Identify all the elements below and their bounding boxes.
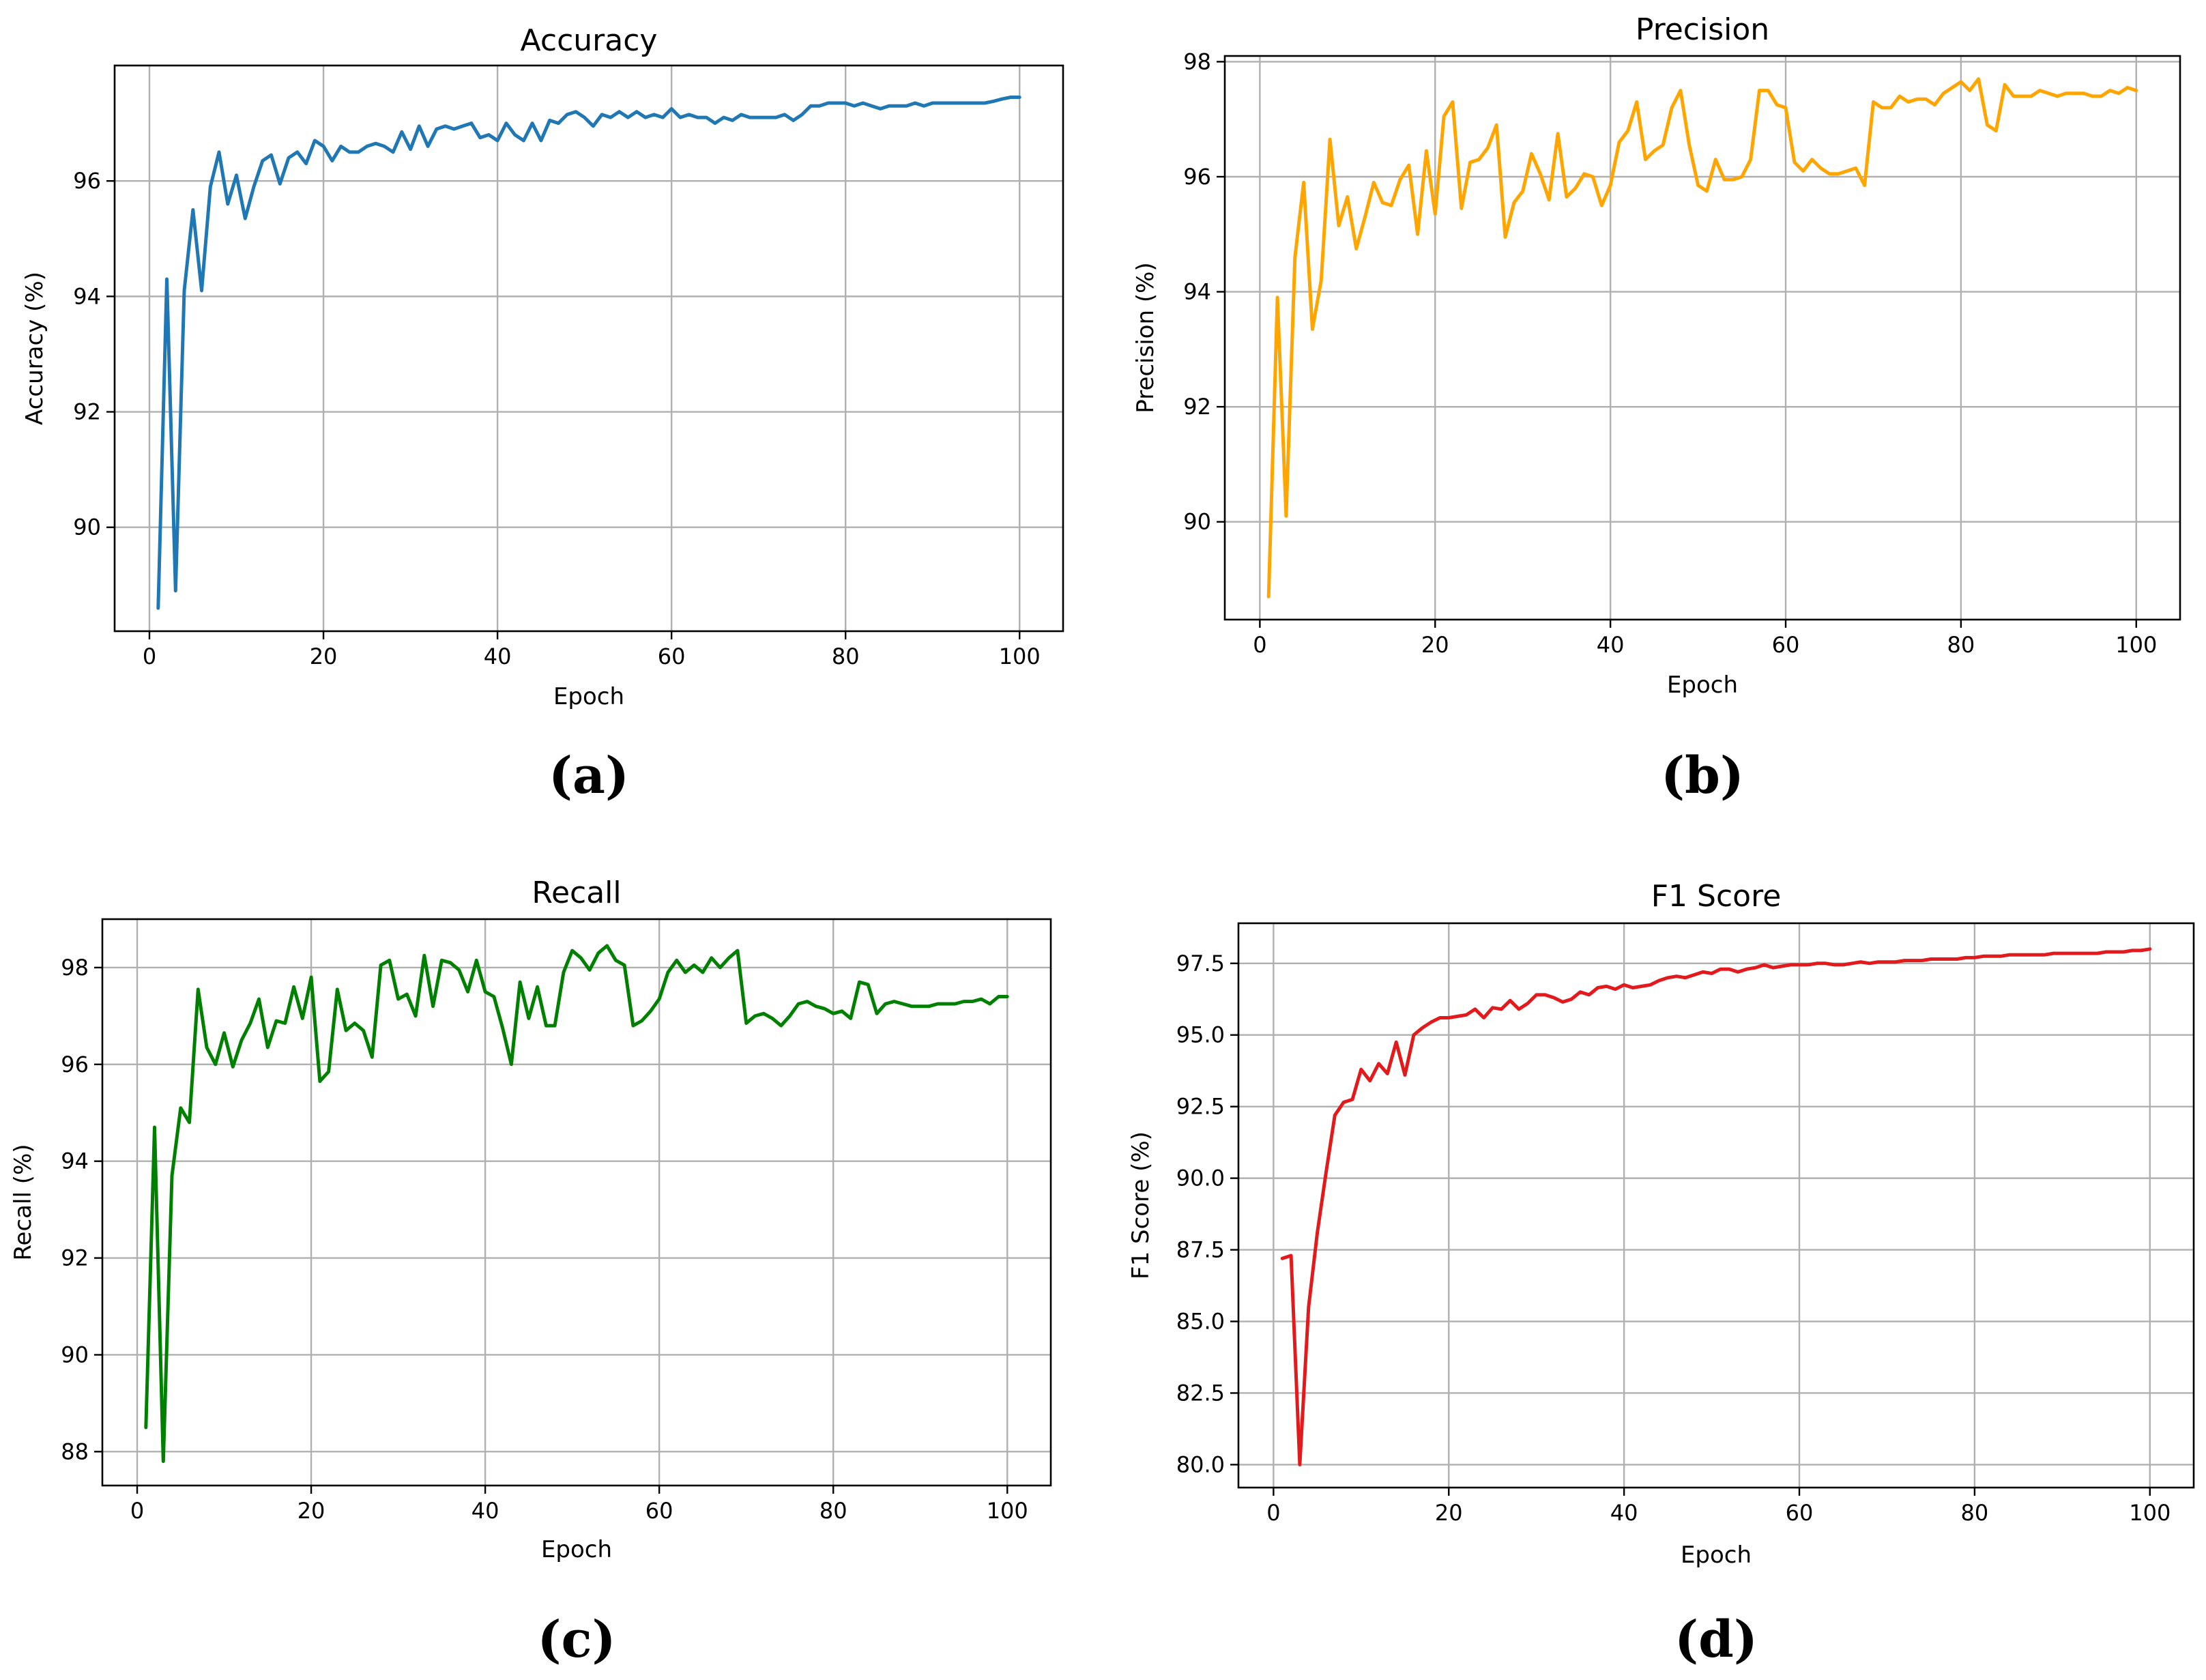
panel-caption: (c)	[537, 1610, 615, 1669]
x-tick-label: 80	[1947, 632, 1975, 658]
x-tick-label: 0	[1253, 632, 1266, 658]
x-tick-label: 20	[1435, 1500, 1463, 1526]
panel-caption: (b)	[1661, 747, 1744, 805]
x-tick-label: 0	[143, 643, 156, 669]
y-tick-label: 96	[73, 168, 101, 194]
y-tick-label: 98	[1183, 48, 1211, 74]
x-tick-label: 100	[2115, 632, 2157, 658]
x-tick-label: 40	[484, 643, 512, 669]
y-tick-label: 95.0	[1176, 1022, 1225, 1048]
y-tick-label: 92	[1183, 394, 1211, 420]
x-tick-label: 100	[987, 1498, 1028, 1524]
y-tick-label: 92	[73, 399, 101, 425]
x-tick-label: 100	[2129, 1500, 2171, 1526]
x-tick-label: 20	[1421, 632, 1449, 658]
x-tick-label: 60	[1772, 632, 1800, 658]
y-tick-label: 96	[1183, 164, 1211, 190]
series-line	[144, 944, 1009, 1463]
x-axis-label: Epoch	[541, 1536, 612, 1563]
y-axis-label: Recall (%)	[10, 1144, 37, 1260]
y-tick-label: 94	[61, 1148, 89, 1174]
x-tick-label: 40	[1597, 632, 1625, 658]
x-tick-label: 0	[130, 1498, 144, 1524]
panel-caption: (a)	[549, 747, 629, 805]
plot-frame	[1223, 55, 2181, 621]
y-tick-label: 98	[61, 955, 89, 981]
plot-frame	[113, 64, 1064, 633]
x-tick-label: 80	[819, 1498, 847, 1524]
y-tick-label: 92.5	[1176, 1094, 1225, 1120]
y-tick-label: 90	[61, 1342, 89, 1367]
chart-title: F1 Score	[1651, 879, 1782, 914]
y-tick-label: 88	[61, 1438, 89, 1464]
x-tick-label: 60	[658, 643, 686, 669]
series-line	[1280, 947, 2152, 1466]
x-tick-label: 20	[297, 1498, 325, 1524]
series-line	[1266, 77, 2138, 598]
y-axis-label: Precision (%)	[1132, 262, 1159, 413]
panel-accuracy: 0 20 40 60 80 100 90 92 94 96 Accuracy Epoch Accurac…	[21, 23, 1064, 805]
y-tick-label: 90.0	[1176, 1165, 1225, 1191]
x-axis-label: Epoch	[1667, 671, 1738, 699]
plot-frame	[101, 918, 1052, 1487]
x-tick-label: 60	[1786, 1500, 1814, 1526]
x-axis-label: Epoch	[553, 683, 624, 710]
x-axis-label: Epoch	[1681, 1541, 1752, 1569]
series-line	[156, 96, 1021, 610]
y-axis-label: Accuracy (%)	[21, 272, 48, 425]
y-tick-label: 80.0	[1176, 1451, 1225, 1477]
x-tick-label: 80	[832, 643, 860, 669]
panel-caption: (d)	[1674, 1610, 1758, 1669]
y-tick-label: 96	[61, 1052, 89, 1077]
chart-title: Precision	[1636, 12, 1769, 47]
y-tick-label: 85.0	[1176, 1309, 1225, 1335]
panel-recall: 0 20 40 60 80 100 88 90 92 94 96 98 Recall Epoch Recal…	[10, 875, 1052, 1669]
x-tick-label: 20	[310, 643, 338, 669]
y-tick-label: 94	[73, 283, 101, 309]
y-tick-label: 97.5	[1176, 951, 1225, 976]
x-tick-label: 40	[1610, 1500, 1638, 1526]
x-tick-label: 40	[471, 1498, 499, 1524]
chart-title: Accuracy	[521, 23, 658, 58]
x-tick-label: 0	[1266, 1500, 1280, 1526]
panel-precision: 0 20 40 60 80 100 90 92 94 96 98 Precision Epoch Prec…	[1132, 12, 2181, 805]
y-tick-label: 90	[73, 515, 101, 540]
x-tick-label: 100	[999, 643, 1041, 669]
chart-title: Recall	[532, 875, 621, 910]
y-tick-label: 87.5	[1176, 1237, 1225, 1263]
y-axis-label: F1 Score (%)	[1127, 1131, 1155, 1279]
y-tick-label: 82.5	[1176, 1380, 1225, 1406]
plot-frame	[1237, 922, 2195, 1489]
y-tick-label: 94	[1183, 279, 1211, 305]
y-tick-label: 92	[61, 1245, 89, 1271]
y-tick-label: 90	[1183, 509, 1211, 535]
x-tick-label: 80	[1961, 1500, 1989, 1526]
panel-f1-score: 0 20 40 60 80 100 80.0 82.5 85.0 87.5 90.0 92.5 95.0…	[1127, 879, 2195, 1669]
x-tick-label: 60	[645, 1498, 673, 1524]
